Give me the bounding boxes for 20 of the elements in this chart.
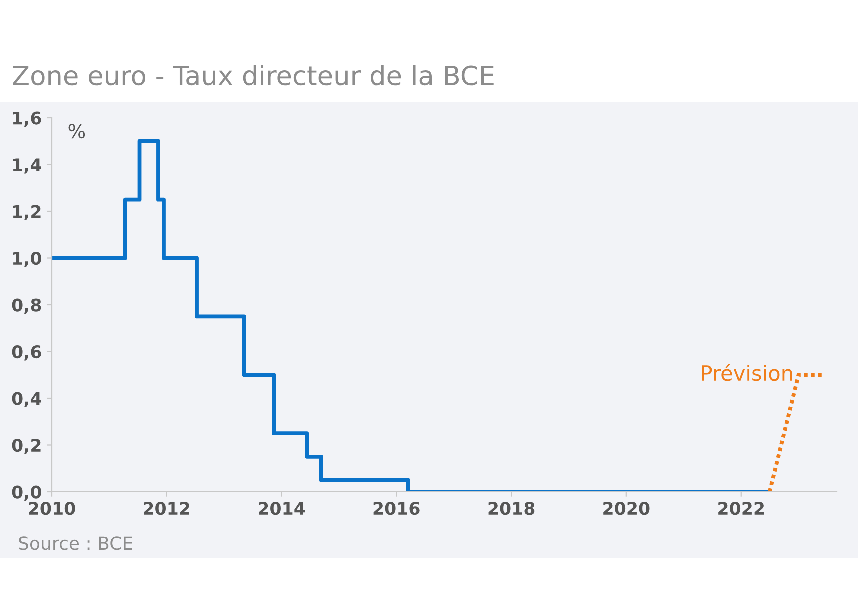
x-tick-label: 2020 — [604, 502, 650, 516]
source-note: Source : BCE — [19, 536, 132, 550]
y-tick-label: 0,0 — [12, 486, 42, 502]
y-tick-label: 1,2 — [13, 205, 41, 221]
y-tick-label: 0,6 — [12, 345, 42, 361]
x-tick-label: 2016 — [374, 502, 420, 516]
chart-title: Zone euro - Taux directeur de la BCE — [13, 65, 494, 86]
y-tick-label: 1,0 — [13, 252, 42, 268]
series-label: Prévision — [702, 364, 792, 382]
y-tick-label: 0,2 — [12, 438, 41, 454]
x-tick-label: 2018 — [488, 502, 535, 516]
x-tick-label: 2012 — [144, 502, 190, 516]
x-tick-label: 2010 — [29, 502, 76, 516]
x-tick-label: 2014 — [259, 502, 306, 516]
y-tick-label: 1,4 — [13, 158, 42, 174]
y-tick-label: 1,6 — [13, 112, 42, 128]
y-axis-title: % — [68, 124, 86, 139]
x-tick-label: 2022 — [718, 502, 764, 516]
y-tick-label: 0,4 — [12, 392, 42, 408]
y-tick-label: 0,8 — [12, 298, 42, 314]
